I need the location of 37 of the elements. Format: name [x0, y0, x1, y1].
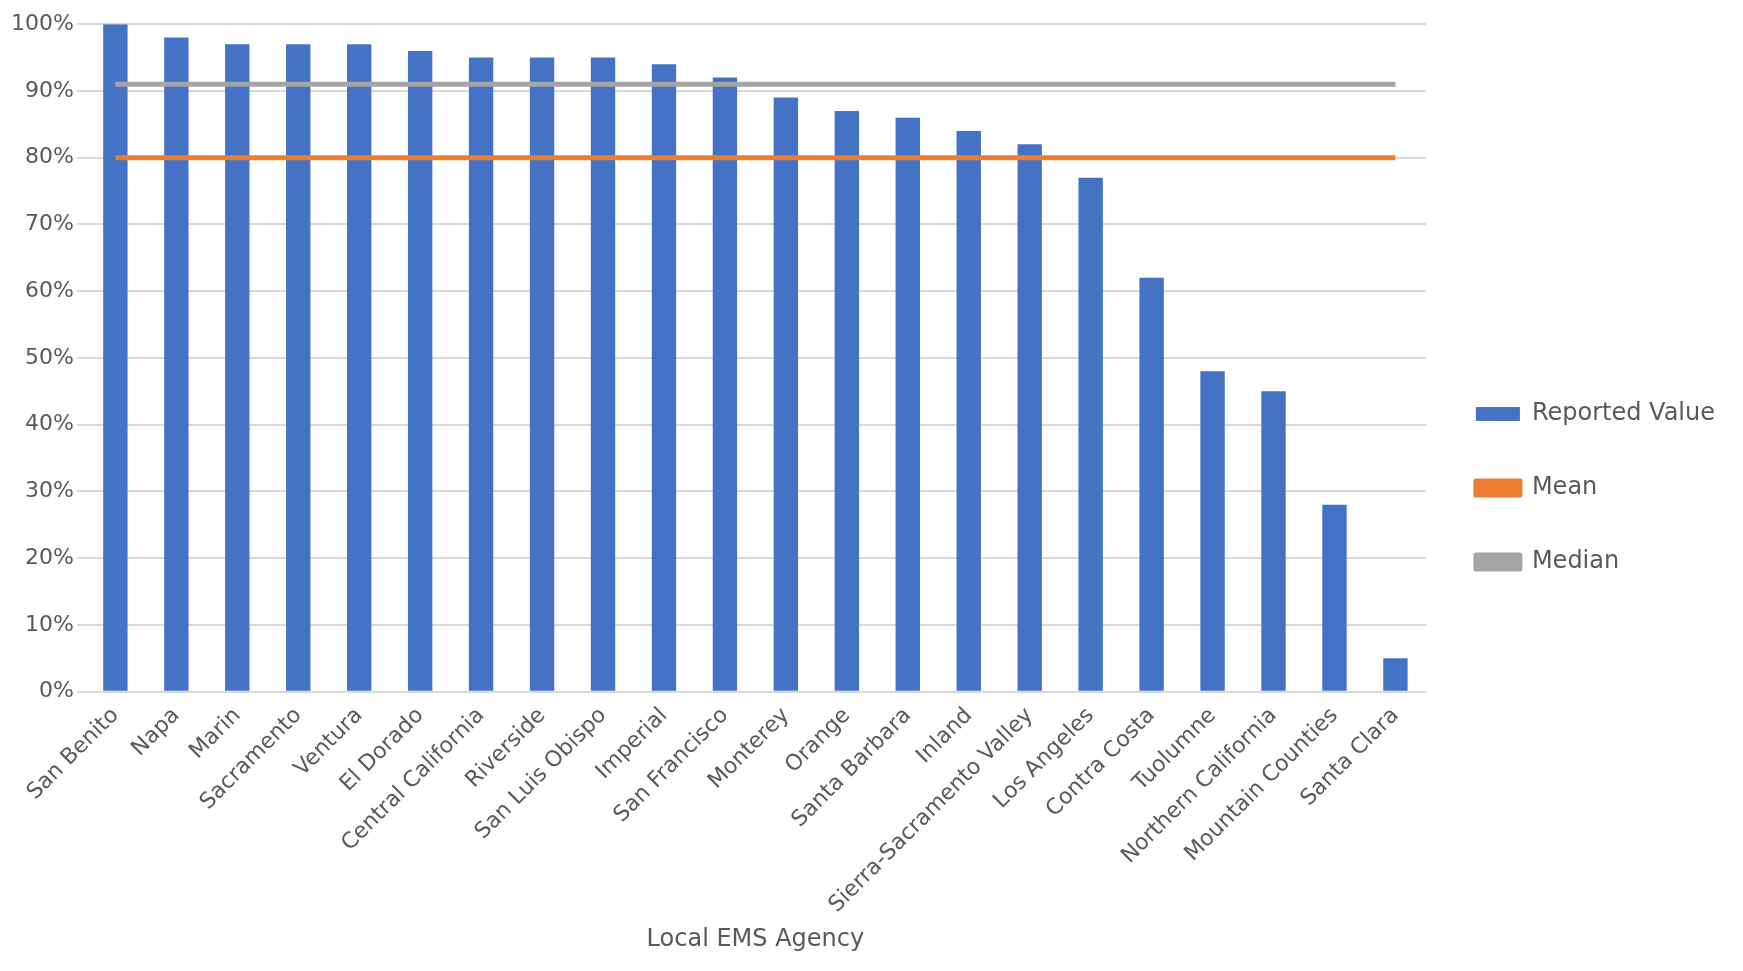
- legend-label: Median: [1531, 546, 1620, 575]
- bar: [895, 117, 920, 691]
- bar: [1200, 371, 1225, 691]
- bar: [651, 64, 677, 691]
- bar: [468, 57, 494, 691]
- y-tick-label: 80%: [24, 143, 74, 169]
- bar: [1383, 658, 1408, 691]
- bar: [590, 57, 616, 691]
- y-tick-label: 10%: [24, 610, 74, 636]
- bar: [286, 44, 311, 691]
- bar: [1139, 277, 1164, 691]
- bar: [712, 77, 738, 691]
- bar: [164, 37, 189, 691]
- y-tick-label: 20%: [24, 543, 74, 569]
- bar: [773, 97, 799, 691]
- y-tick-label: 40%: [24, 410, 74, 436]
- bar: [225, 44, 250, 691]
- bar: [103, 24, 128, 691]
- y-tick-label: 90%: [24, 76, 74, 102]
- bar: [1322, 504, 1347, 691]
- bar: [1078, 177, 1103, 691]
- y-tick-label: 100%: [10, 9, 74, 35]
- bar: [1261, 391, 1286, 691]
- y-tick-label: 30%: [24, 477, 74, 503]
- x-axis-title: Local EMS Agency: [646, 923, 865, 952]
- y-tick-label: 50%: [24, 343, 74, 369]
- legend-label: Mean: [1531, 472, 1598, 501]
- bar: [1017, 144, 1042, 691]
- bar: [407, 50, 433, 691]
- y-tick-label: 60%: [24, 276, 74, 302]
- bar: [956, 131, 981, 691]
- bar: [347, 44, 372, 691]
- legend-label: Reported Value: [1531, 398, 1715, 427]
- y-tick-label: 0%: [38, 677, 74, 703]
- bar: [834, 110, 860, 691]
- y-tick-label: 70%: [24, 210, 74, 236]
- bar: [529, 57, 555, 691]
